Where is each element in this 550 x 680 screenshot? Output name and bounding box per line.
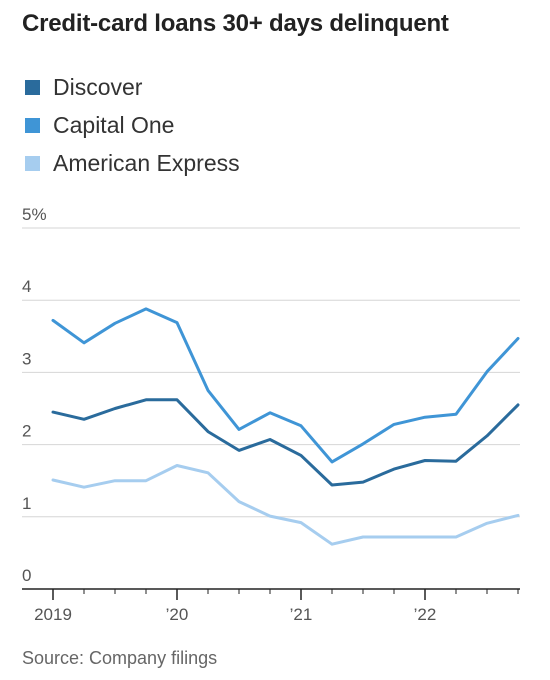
legend-label-american-express: American Express [53, 149, 240, 176]
legend-label-capital-one: Capital One [53, 111, 175, 138]
y-tick-label: 5% [22, 205, 47, 224]
series-line-capital-one [51, 307, 520, 464]
chart-title: Credit-card loans 30+ days delinquent [22, 10, 449, 37]
legend-item-discover: Discover [25, 68, 240, 106]
series-line-discover [51, 398, 520, 487]
legend-label-discover: Discover [53, 73, 143, 100]
x-tick-label: ’22 [414, 605, 437, 624]
y-tick-label: 0 [22, 566, 31, 585]
y-tick-label: 1 [22, 494, 31, 513]
legend-swatch-american-express [25, 155, 40, 171]
y-tick-label: 2 [22, 422, 31, 441]
line-chart: 0 1 2 3 4 5% 2019 ’20 ’21 ’22 [22, 205, 520, 624]
y-tick-label: 3 [22, 349, 31, 368]
x-tick-label: ’20 [166, 605, 189, 624]
y-tick-label: 4 [22, 277, 31, 296]
legend-swatch-capital-one [25, 117, 40, 133]
legend-swatch-discover [25, 79, 40, 95]
legend-item-capital-one: Capital One [25, 106, 240, 144]
legend-item-american-express: American Express [25, 144, 240, 182]
x-tick-label: 2019 [34, 605, 72, 624]
legend: Discover Capital One American Express [25, 68, 240, 182]
x-tick-label: ’21 [290, 605, 313, 624]
source-note: Source: Company filings [22, 648, 218, 668]
series-line-american-express [51, 464, 520, 546]
